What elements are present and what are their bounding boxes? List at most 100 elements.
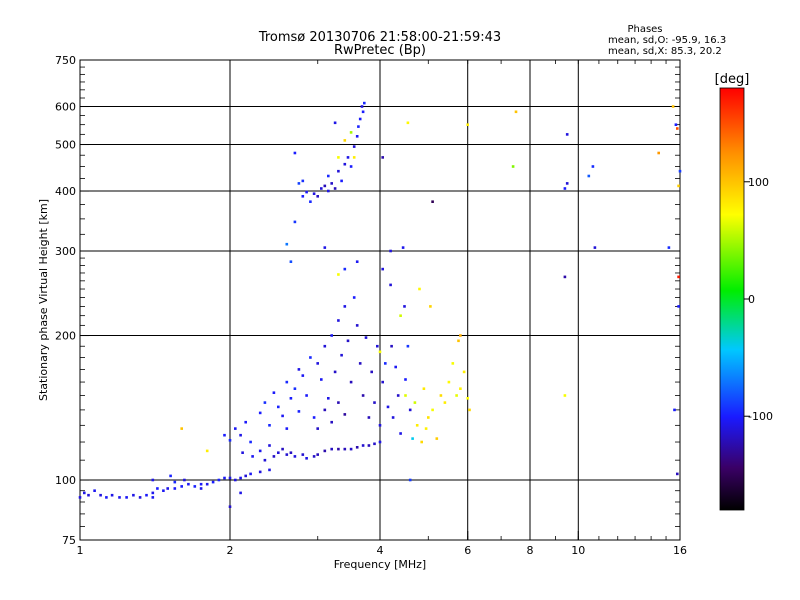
chart-subtitle: RwPretec (Bp) xyxy=(334,43,426,58)
data-point xyxy=(367,444,371,447)
data-point xyxy=(241,451,244,454)
data-point xyxy=(384,362,387,365)
data-point xyxy=(285,427,289,430)
data-point xyxy=(316,195,319,198)
data-point xyxy=(281,447,284,451)
data-point xyxy=(180,427,183,430)
data-point xyxy=(563,275,567,279)
data-point xyxy=(677,184,680,188)
data-point xyxy=(657,151,660,155)
data-point xyxy=(427,416,430,419)
data-point xyxy=(340,353,343,357)
data-point xyxy=(360,105,364,108)
data-point xyxy=(337,169,340,173)
data-point xyxy=(403,305,406,308)
data-point xyxy=(297,182,301,185)
data-point xyxy=(361,394,365,397)
data-point xyxy=(312,455,316,458)
data-point xyxy=(355,324,359,327)
data-point xyxy=(406,344,410,348)
data-point xyxy=(352,145,356,148)
data-point xyxy=(327,189,330,193)
data-point xyxy=(459,387,462,390)
data-point xyxy=(399,432,402,435)
data-point xyxy=(263,401,267,404)
data-point xyxy=(431,200,434,203)
data-point xyxy=(305,190,308,194)
data-point xyxy=(223,433,226,437)
data-point xyxy=(316,427,319,430)
data-point xyxy=(415,424,419,427)
data-point xyxy=(289,397,293,400)
x-tick-label: 2 xyxy=(227,544,234,557)
phase-stat-o: mean, sd,O: -95.9, 16.3 xyxy=(608,35,726,46)
data-point xyxy=(676,472,679,476)
data-point xyxy=(193,485,197,488)
data-point xyxy=(239,476,242,480)
data-point xyxy=(330,182,333,185)
data-point xyxy=(312,192,316,195)
data-point xyxy=(305,457,308,460)
data-point xyxy=(285,242,289,246)
data-point xyxy=(93,489,96,492)
data-point xyxy=(151,496,155,499)
data-point xyxy=(343,305,347,308)
data-point xyxy=(333,370,337,374)
data-point xyxy=(358,362,362,365)
data-point xyxy=(343,447,347,451)
data-point xyxy=(268,468,271,472)
data-point xyxy=(281,414,284,418)
data-point xyxy=(514,110,518,114)
data-point xyxy=(349,165,353,168)
data-point xyxy=(330,334,333,337)
data-point xyxy=(297,410,301,413)
data-point xyxy=(422,387,426,390)
data-point xyxy=(677,305,680,308)
data-point xyxy=(110,493,114,497)
colorbar-tick-label: -100 xyxy=(748,410,773,423)
data-point xyxy=(378,440,382,444)
data-point xyxy=(399,314,402,317)
data-point xyxy=(406,121,410,125)
data-point xyxy=(462,370,466,374)
data-point xyxy=(565,133,569,136)
data-point xyxy=(431,408,434,412)
data-point xyxy=(439,394,443,397)
data-point xyxy=(289,260,293,263)
data-point xyxy=(587,174,591,178)
data-point xyxy=(180,485,183,488)
data-point xyxy=(333,121,337,125)
data-point xyxy=(277,451,280,454)
data-point xyxy=(404,394,407,397)
data-point xyxy=(389,283,392,287)
data-point xyxy=(373,401,376,404)
data-point xyxy=(268,424,271,427)
data-point xyxy=(249,440,252,444)
data-point xyxy=(309,356,312,359)
data-point xyxy=(285,453,289,456)
data-point xyxy=(343,267,347,271)
data-point xyxy=(205,449,209,453)
data-point xyxy=(151,491,155,495)
data-point xyxy=(378,424,382,427)
data-point xyxy=(667,246,671,249)
data-point xyxy=(312,416,316,419)
data-point xyxy=(413,401,417,404)
data-point xyxy=(293,151,297,155)
y-tick-label: 500 xyxy=(55,139,76,152)
x-tick-label: 1 xyxy=(77,544,84,557)
data-point xyxy=(593,246,597,249)
data-point xyxy=(435,437,439,440)
data-point xyxy=(228,476,232,480)
x-tick-label: 16 xyxy=(673,544,687,557)
x-axis-label: Frequency [MHz] xyxy=(334,558,426,571)
data-point xyxy=(337,319,340,322)
data-point xyxy=(376,344,379,348)
data-point xyxy=(404,378,407,381)
data-point xyxy=(301,374,305,377)
data-point xyxy=(205,482,209,486)
data-point xyxy=(301,179,305,183)
data-point xyxy=(673,408,676,412)
data-point xyxy=(459,334,462,337)
data-point xyxy=(327,397,330,400)
